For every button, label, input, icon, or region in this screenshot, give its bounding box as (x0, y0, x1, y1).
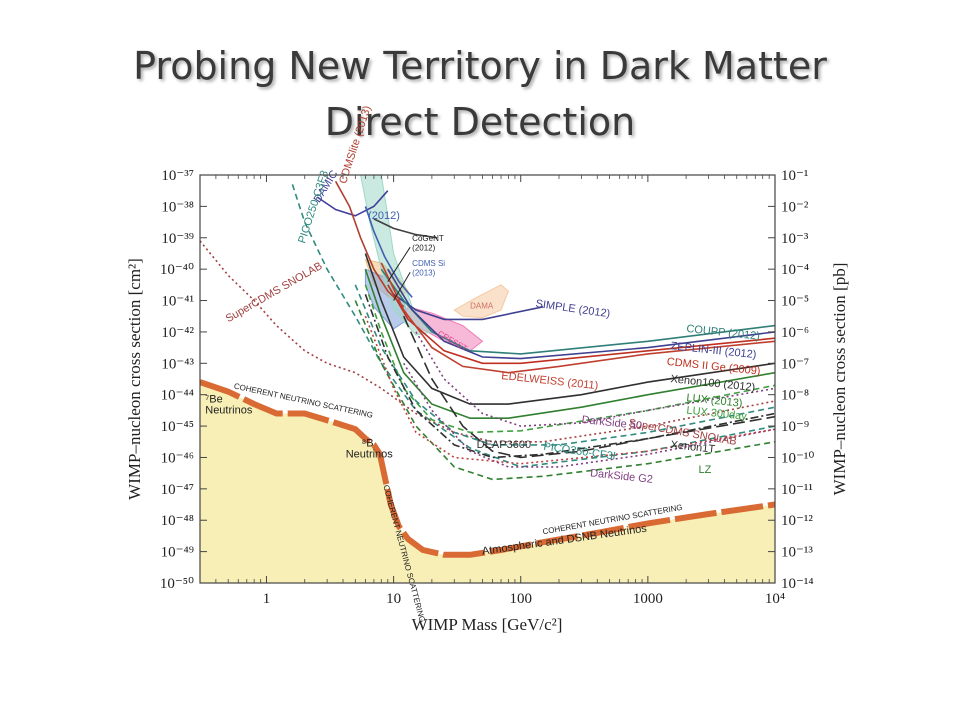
curve-label-cdmslite: CDMSlite (2013) (337, 104, 374, 185)
curve-label-cogent_y: (2012) (412, 243, 435, 252)
y-tick-label-left: 10⁻⁴⁰ (160, 262, 194, 278)
series-xenon1t (364, 294, 775, 459)
curve-label-lux: LUX (2013) (686, 392, 743, 410)
y-tick-label-left: 10⁻⁴⁶ (161, 450, 194, 466)
region-dama (453, 284, 509, 319)
series-edelweiss-2011 (380, 262, 775, 374)
y-tick-label-left: 10⁻⁴¹ (161, 294, 194, 310)
y-tick-label-left: 10⁻⁴⁴ (161, 388, 194, 404)
y-tick-label-left: 10⁻⁴⁷ (161, 482, 194, 498)
series-damic (316, 190, 389, 217)
y-tick-label-right: 10⁻⁴ (781, 262, 809, 278)
floor-label-b8: ⁸B (362, 437, 374, 449)
y-tick-label-right: 10⁻¹⁴ (781, 576, 814, 592)
x-tick-label: 1000 (633, 591, 663, 607)
curve-label-b2012: (2012) (368, 210, 400, 222)
y-tick-label-left: 10⁻⁵⁰ (160, 576, 194, 592)
series-supercdms-snolab (200, 240, 775, 443)
y-tick-label-left: 10⁻⁴² (161, 325, 194, 341)
curve-label-lz: LZ (698, 464, 711, 476)
series-cdms-ii-ge-2009 (387, 284, 775, 365)
y-tick-label-left: 10⁻⁴⁸ (161, 513, 194, 529)
x-tick-label: 1 (263, 591, 271, 607)
cogent-pointer (387, 246, 411, 282)
series-xenon10-2011 (373, 218, 438, 239)
y-tick-label-right: 10⁻¹⁰ (781, 450, 814, 466)
y-tick-label-left: 10⁻⁴³ (161, 356, 194, 372)
cdmssi-pointer (393, 272, 411, 301)
y-tick-label-left: 10⁻⁴⁵ (161, 419, 194, 435)
y-tick-label-right: 10⁻² (781, 199, 809, 215)
y-tick-label-left: 10⁻³⁸ (161, 199, 194, 215)
y-tick-label-right: 10⁻¹¹ (781, 482, 813, 498)
series-lux-2013 (364, 268, 775, 419)
curve-label-cdmssi: CDMS Si (412, 259, 445, 268)
y-tick-label-right: 10⁻⁷ (781, 356, 809, 372)
series-cdmslite-2013 (334, 180, 405, 308)
y-tick-label-right: 10⁻⁸ (781, 388, 809, 404)
slide-title-line1: Probing New Territory in Dark Matter (133, 44, 827, 88)
x-tick-label: 10⁴ (765, 591, 785, 607)
curve-label-cogent: CoGeNT (412, 234, 444, 243)
slide-title-line2: Direct Detection (324, 100, 636, 144)
neutrino-floor-boundary (200, 379, 775, 558)
series-coupp-2012 (380, 268, 775, 355)
y-axis-label-right: WIMP–nucleon cross section [pb] (830, 263, 849, 496)
floor-label-be7b: Neutrinos (205, 405, 253, 417)
y-tick-label-right: 10⁻⁵ (781, 294, 809, 310)
curve-label-deap: DEAP3600 (477, 439, 531, 451)
series-lz (354, 300, 775, 481)
series-pico250-c3f8 (291, 184, 775, 468)
plot-frame (199, 174, 776, 584)
series-xenon100-2012 (364, 253, 775, 405)
x-tick-label: 10 (386, 591, 401, 607)
y-tick-label-left: 10⁻³⁹ (161, 231, 194, 247)
y-tick-label-left: 10⁻³⁷ (161, 168, 194, 184)
curve-label-dama: DAMA (470, 301, 494, 310)
floor-label-be7: ⁷Be (205, 394, 222, 406)
y-tick-label-right: 10⁻⁹ (781, 419, 809, 435)
series-2012 (364, 206, 413, 298)
x-tick-label: 100 (509, 591, 532, 607)
slide-title: Probing New Territory in Dark Matter Dir… (0, 38, 960, 150)
curve-label-xenon1t: Xenon1T (670, 439, 716, 456)
series-lux-300day (364, 284, 775, 434)
floor-label-b8b: Neutrinos (346, 448, 394, 460)
series-pico250-cf3i (354, 284, 775, 446)
x-axis-label: WIMP Mass [GeV/c²] (412, 615, 563, 634)
series-darkside-50 (415, 331, 775, 427)
y-tick-label-right: 10⁻¹² (781, 513, 813, 529)
curve-label-cdmssi_y: (2013) (412, 268, 435, 277)
y-tick-label-right: 10⁻⁶ (781, 325, 809, 341)
y-axis-label-left: WIMP–nucleon cross section [cm²] (125, 258, 144, 500)
y-tick-label-right: 10⁻¹³ (781, 545, 813, 561)
y-tick-label-right: 10⁻¹ (781, 168, 808, 184)
neutrino-floor-region (200, 382, 775, 583)
y-tick-label-right: 10⁻³ (781, 231, 809, 247)
y-tick-label-left: 10⁻⁴⁹ (161, 545, 194, 561)
series-zeplin-iii-2012 (387, 268, 775, 360)
